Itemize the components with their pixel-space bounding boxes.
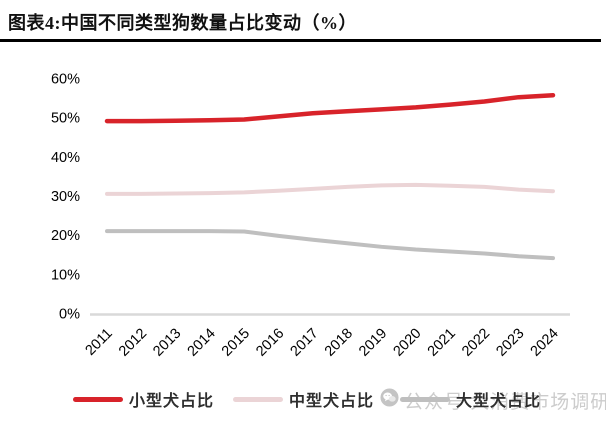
x-tick-label: 2021 — [425, 326, 459, 360]
watermark: 公众号 大消费市场调研 — [380, 387, 606, 414]
line-small-dogs — [104, 92, 556, 124]
x-tick-label: 2020 — [390, 326, 424, 360]
x-tick-label: 2024 — [528, 326, 562, 360]
x-tick-label: 2013 — [150, 326, 184, 360]
title-underline — [0, 39, 601, 42]
x-tick-label: 2014 — [185, 326, 219, 360]
chart-legend: 小型犬占比 中型犬占比 大型犬占比 — [0, 384, 606, 414]
legend-swatch-large-dogs — [400, 396, 450, 402]
legend-item-small-dogs: 小型犬占比 — [73, 384, 214, 414]
y-tick-label: 60% — [51, 72, 80, 88]
x-tick-label: 2016 — [253, 326, 287, 360]
legend-label-medium-dogs: 中型犬占比 — [289, 393, 375, 410]
x-tick-label: 2011 — [82, 326, 115, 359]
x-tick-label: 2019 — [356, 326, 390, 360]
line-medium-dogs — [105, 182, 555, 196]
x-tick-label: 2018 — [322, 326, 356, 360]
line-large-dogs — [105, 229, 555, 261]
y-tick-label: 0% — [59, 307, 80, 323]
y-tick-label: 20% — [51, 228, 80, 244]
legend-label-small-dogs: 小型犬占比 — [129, 393, 215, 410]
x-tick-label: 2012 — [116, 326, 150, 360]
y-tick-label: 40% — [51, 150, 80, 166]
x-tick-label: 2022 — [459, 326, 493, 360]
x-tick-label: 2015 — [219, 326, 253, 360]
y-tick-label: 10% — [51, 267, 80, 283]
x-tick-label: 2023 — [493, 326, 527, 360]
y-tick-label: 50% — [51, 111, 80, 127]
legend-label-large-dogs: 大型犬占比 — [456, 393, 542, 410]
legend-swatch-medium-dogs — [233, 396, 283, 402]
x-tick-label: 2017 — [288, 326, 322, 360]
watermark-text: 公众号 大消费市场调研 — [404, 392, 606, 413]
wechat-icon — [380, 388, 399, 413]
legend-swatch-small-dogs — [73, 396, 123, 402]
y-tick-label: 30% — [51, 189, 80, 205]
legend-item-large-dogs: 大型犬占比 — [400, 384, 541, 414]
chart-title: 图表4:中国不同类型狗数量占比变动（%） — [8, 13, 357, 33]
line-chart: 0% 10% 20% 30% 40% 50% 60% 2011 2012 2013 2014 2015… — [51, 72, 570, 360]
legend-item-medium-dogs: 中型犬占比 — [233, 384, 374, 414]
